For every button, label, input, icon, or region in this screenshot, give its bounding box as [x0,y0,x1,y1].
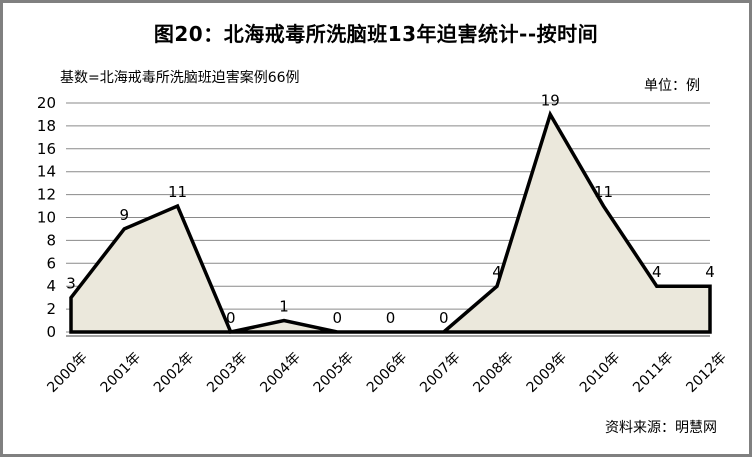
y-tick-label: 2 [46,300,56,318]
x-tick-label: 2011年 [630,350,676,396]
data-label: 11 [168,183,187,201]
data-label: 4 [492,263,502,281]
chart-title: 图20：北海戒毒所洗脑班13年迫害统计--按时间 [153,22,599,46]
chart-subtitle: 基数=北海戒毒所洗脑班迫害案例66例 [60,70,300,86]
y-tick-label: 18 [37,117,56,135]
y-tick-label: 0 [46,323,56,341]
y-tick-label: 6 [46,254,56,272]
y-tick-label: 14 [37,163,56,181]
data-label: 11 [594,183,613,201]
data-label: 3 [66,275,76,293]
data-label: 0 [226,309,236,327]
y-tick-label: 20 [37,94,56,112]
x-tick-label: 2005年 [311,350,357,396]
x-tick-label: 2010年 [577,350,623,396]
data-label: 4 [652,263,662,281]
y-tick-label: 10 [37,209,56,227]
data-label: 9 [119,206,129,224]
x-tick-label: 2012年 [683,350,729,396]
y-tick-label: 16 [37,140,56,158]
source-label: 资料来源：明慧网 [605,420,717,436]
data-label: 4 [705,263,715,281]
x-tick-label: 2006年 [364,350,410,396]
y-tick-label: 12 [37,186,56,204]
data-label: 1 [279,298,289,316]
data-label: 0 [332,309,342,327]
area-series [69,110,712,335]
x-tick-label: 2008年 [470,350,516,396]
x-tick-label: 2007年 [417,350,463,396]
x-tick-label: 2009年 [524,350,570,396]
data-label: 0 [386,309,396,327]
x-tick-label: 2000年 [44,350,90,396]
data-label: 19 [541,91,560,109]
y-tick-label: 4 [46,277,56,295]
unit-label: 单位：例 [644,78,700,94]
x-tick-label: 2001年 [98,350,144,396]
data-label: 0 [439,309,449,327]
y-tick-label: 8 [46,231,56,249]
x-tick-label: 2003年 [204,350,250,396]
x-tick-label: 2004年 [257,350,303,396]
x-tick-label: 2002年 [151,350,197,396]
